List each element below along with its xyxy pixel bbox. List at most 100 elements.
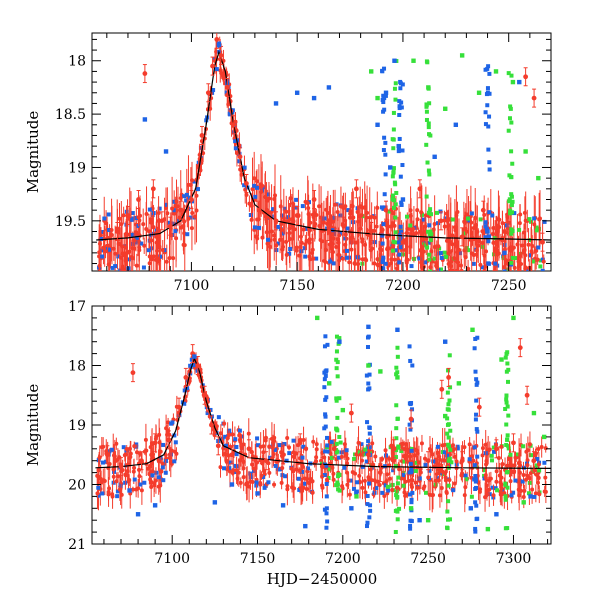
data-point [511, 315, 516, 321]
data-point [118, 464, 124, 470]
data-point [326, 381, 332, 386]
data-point [377, 470, 383, 475]
data-point [150, 186, 156, 192]
data-point [446, 375, 452, 380]
data-point [391, 446, 397, 452]
data-point [326, 229, 332, 234]
y-tick-label: 18.5 [55, 107, 86, 123]
data-point [392, 58, 397, 63]
data-point [163, 149, 169, 154]
data-point [456, 381, 462, 386]
data-point [408, 506, 414, 511]
data-point [337, 339, 342, 344]
series-red [114, 33, 545, 252]
data-point [443, 339, 448, 344]
data-point [395, 327, 400, 332]
data-point [231, 122, 237, 128]
data-point [210, 63, 215, 69]
data-point [136, 197, 141, 202]
data-point [453, 122, 459, 127]
x-tick-label: 7200 [385, 278, 421, 294]
data-point [523, 74, 529, 80]
dense-observation-cloud [97, 36, 547, 271]
data-point [142, 71, 148, 76]
variability-streaks [379, 58, 515, 271]
data-point [400, 239, 406, 245]
data-point [114, 229, 120, 234]
data-point [229, 482, 235, 487]
data-point [127, 488, 132, 493]
data-point [528, 494, 533, 499]
data-point [417, 186, 423, 192]
x-tick-label: 7300 [496, 551, 532, 567]
data-point [183, 375, 189, 380]
data-point [152, 503, 158, 508]
data-point [167, 223, 173, 229]
data-point [517, 79, 522, 85]
x-tick-label: 7200 [325, 551, 361, 567]
y-tick-label: 17 [68, 299, 86, 315]
y-tick-label: 21 [68, 537, 86, 553]
top-axes: 7100 7150 7200 7250 18 18.5 19 19.5 [55, 33, 552, 294]
series-blue [142, 42, 522, 256]
data-point [485, 229, 490, 234]
data-point [263, 458, 269, 464]
data-point [273, 218, 279, 224]
data-point [510, 79, 516, 85]
data-point [395, 375, 400, 380]
data-point [400, 197, 406, 202]
data-point [383, 90, 389, 95]
dense-observation-cloud [95, 352, 548, 513]
data-point [135, 512, 141, 517]
data-point [476, 404, 482, 410]
data-point [349, 506, 354, 511]
data-point [524, 392, 530, 398]
data-point [125, 213, 131, 218]
data-point [368, 229, 374, 234]
data-point [411, 58, 416, 63]
data-point [178, 207, 184, 213]
data-point [229, 452, 235, 458]
y-tick-label: 19 [68, 418, 86, 434]
data-point [319, 464, 325, 470]
data-point [246, 446, 252, 452]
data-point [216, 42, 222, 47]
data-point [280, 503, 286, 508]
data-point [366, 324, 371, 330]
data-point [523, 149, 528, 154]
data-point [273, 101, 279, 106]
data-point [139, 458, 144, 464]
data-point [202, 392, 208, 398]
data-point [331, 446, 337, 452]
data-point [426, 85, 431, 90]
y-tick-label: 18 [68, 359, 86, 375]
y-tick-label: 19 [68, 160, 86, 176]
y-tick-label: 20 [68, 478, 86, 494]
data-point [192, 354, 197, 359]
series-red [104, 338, 537, 483]
data-point [531, 95, 537, 101]
data-point [255, 491, 260, 496]
data-point [212, 500, 218, 505]
data-point [294, 213, 300, 218]
data-point [297, 440, 303, 446]
data-point [303, 523, 308, 529]
data-point [311, 95, 317, 101]
data-point [536, 175, 541, 181]
bottom-y-axis-title: Magnitude [24, 384, 42, 467]
data-point [425, 458, 431, 464]
data-point [541, 434, 547, 440]
top-y-axis-title: Magnitude [24, 111, 42, 194]
x-tick-label: 7250 [410, 551, 446, 567]
data-point [383, 207, 389, 213]
top-panel: 7100 7150 7200 7250 18 18.5 19 19.5 Magnitude [24, 32, 552, 294]
data-point [375, 122, 380, 127]
data-point [493, 446, 499, 452]
top-plot-marks [96, 33, 551, 271]
data-point [142, 117, 148, 122]
x-tick-label: 7150 [240, 551, 276, 567]
data-point [215, 443, 221, 449]
data-point [189, 197, 194, 202]
data-point [439, 386, 445, 392]
bottom-plot-frame [91, 305, 552, 545]
